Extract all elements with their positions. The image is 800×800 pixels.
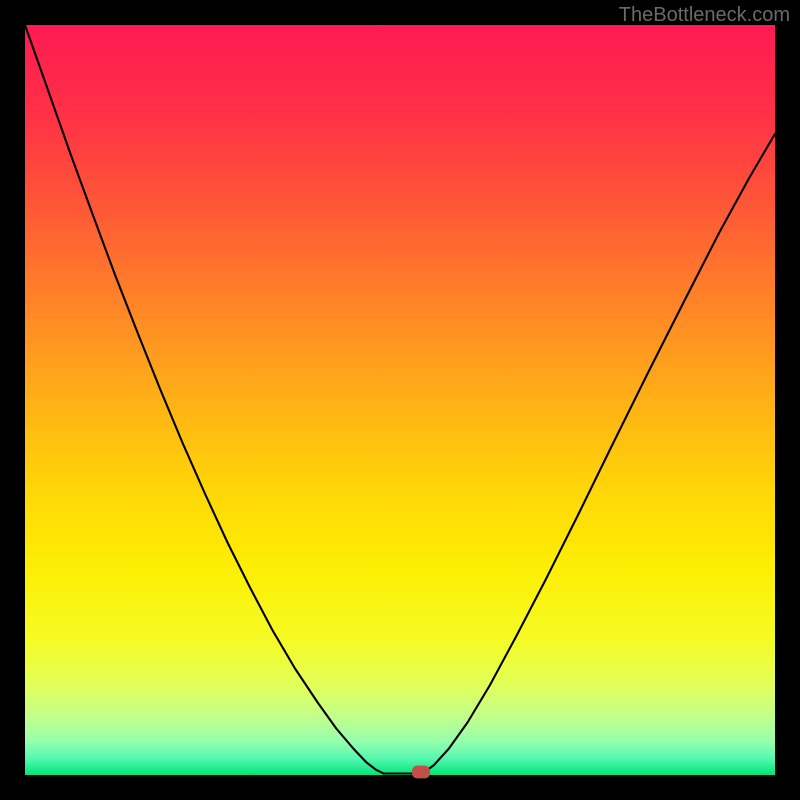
watermark-text: TheBottleneck.com (619, 4, 790, 27)
bottleneck-chart (0, 0, 800, 800)
optimum-marker (412, 766, 430, 779)
plot-area-background (25, 25, 775, 775)
chart-frame: TheBottleneck.com (0, 0, 800, 800)
